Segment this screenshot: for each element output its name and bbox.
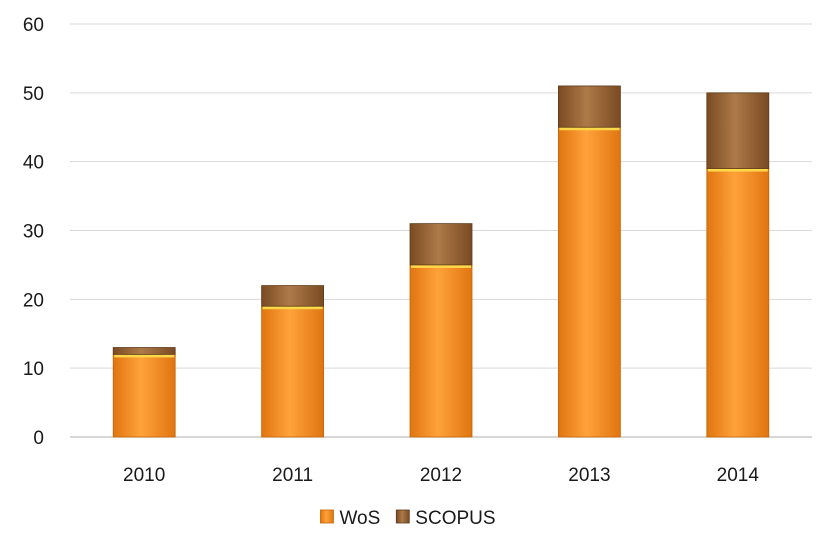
y-tick-label: 0 <box>33 428 44 449</box>
x-tick-label: 2010 <box>123 465 165 486</box>
bar-wos-highlight-2014 <box>707 168 768 172</box>
legend-label-wos: WoS <box>339 508 380 529</box>
bar-scopus-2012 <box>409 223 473 266</box>
bar-wos-2014 <box>706 168 770 438</box>
bar-scopus-2011 <box>261 285 325 307</box>
bar-scopus-2013 <box>558 85 621 128</box>
bar-wos-highlight-2011 <box>262 306 323 310</box>
bar-wos-highlight-2010 <box>114 354 175 358</box>
x-tick-label: 2012 <box>420 465 462 486</box>
bars <box>112 85 770 438</box>
legend-swatch-scopus <box>395 509 410 524</box>
legend-swatch-wos <box>320 509 334 524</box>
bar-wos-highlight-2012 <box>411 264 471 268</box>
x-tick-label: 2014 <box>717 465 760 486</box>
legend-label-scopus: SCOPUS <box>415 508 495 529</box>
legend: WoS SCOPUS <box>320 508 496 529</box>
y-tick-label: 20 <box>23 290 44 311</box>
x-axis-ticks: 2010 2011 2012 2013 2014 <box>123 465 759 486</box>
bar-wos-2013 <box>558 126 621 438</box>
x-tick-label: 2013 <box>568 465 610 486</box>
y-tick-label: 40 <box>23 153 44 174</box>
bar-wos-2011 <box>261 305 325 438</box>
bar-wos-highlight-2013 <box>559 127 620 131</box>
x-tick-label: 2011 <box>272 465 313 486</box>
y-tick-label: 60 <box>23 15 44 36</box>
y-axis-ticks: 0 10 20 30 40 50 60 <box>23 15 44 449</box>
y-tick-label: 30 <box>23 222 44 243</box>
bar-scopus-2010 <box>112 347 176 355</box>
bar-wos-2012 <box>409 264 473 438</box>
bar-scopus-2014 <box>706 92 770 169</box>
y-tick-label: 10 <box>23 359 44 380</box>
bar-wos-2010 <box>112 353 176 438</box>
y-tick-label: 50 <box>23 84 44 105</box>
